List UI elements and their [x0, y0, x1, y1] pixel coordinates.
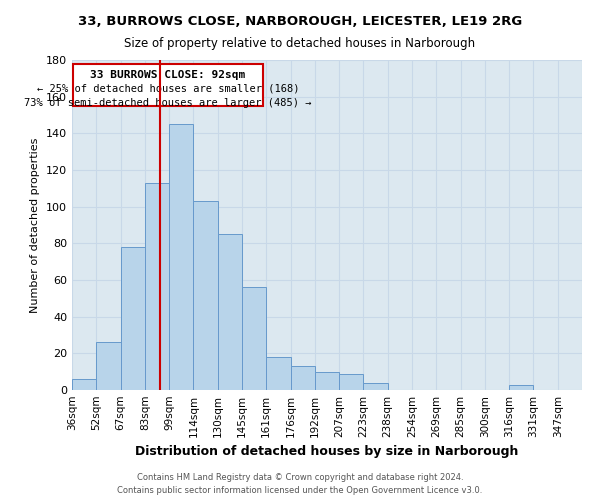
Bar: [169, 124, 193, 390]
Text: 33, BURROWS CLOSE, NARBOROUGH, LEICESTER, LE19 2RG: 33, BURROWS CLOSE, NARBOROUGH, LEICESTER…: [78, 15, 522, 28]
Text: ← 25% of detached houses are smaller (168): ← 25% of detached houses are smaller (16…: [37, 84, 299, 94]
Bar: [145, 183, 169, 390]
Bar: [339, 374, 364, 390]
Text: Size of property relative to detached houses in Narborough: Size of property relative to detached ho…: [124, 38, 476, 51]
FancyBboxPatch shape: [73, 64, 263, 106]
Bar: [121, 247, 145, 390]
Text: Contains HM Land Registry data © Crown copyright and database right 2024.
Contai: Contains HM Land Registry data © Crown c…: [118, 474, 482, 495]
Bar: [290, 366, 315, 390]
Y-axis label: Number of detached properties: Number of detached properties: [31, 138, 40, 312]
Bar: [266, 357, 290, 390]
Bar: [193, 201, 218, 390]
Bar: [218, 234, 242, 390]
Bar: [509, 384, 533, 390]
Bar: [72, 379, 96, 390]
Bar: [315, 372, 339, 390]
Bar: [364, 382, 388, 390]
X-axis label: Distribution of detached houses by size in Narborough: Distribution of detached houses by size …: [136, 446, 518, 458]
Bar: [242, 288, 266, 390]
Text: 73% of semi-detached houses are larger (485) →: 73% of semi-detached houses are larger (…: [24, 98, 311, 108]
Bar: [96, 342, 121, 390]
Text: 33 BURROWS CLOSE: 92sqm: 33 BURROWS CLOSE: 92sqm: [91, 70, 245, 80]
